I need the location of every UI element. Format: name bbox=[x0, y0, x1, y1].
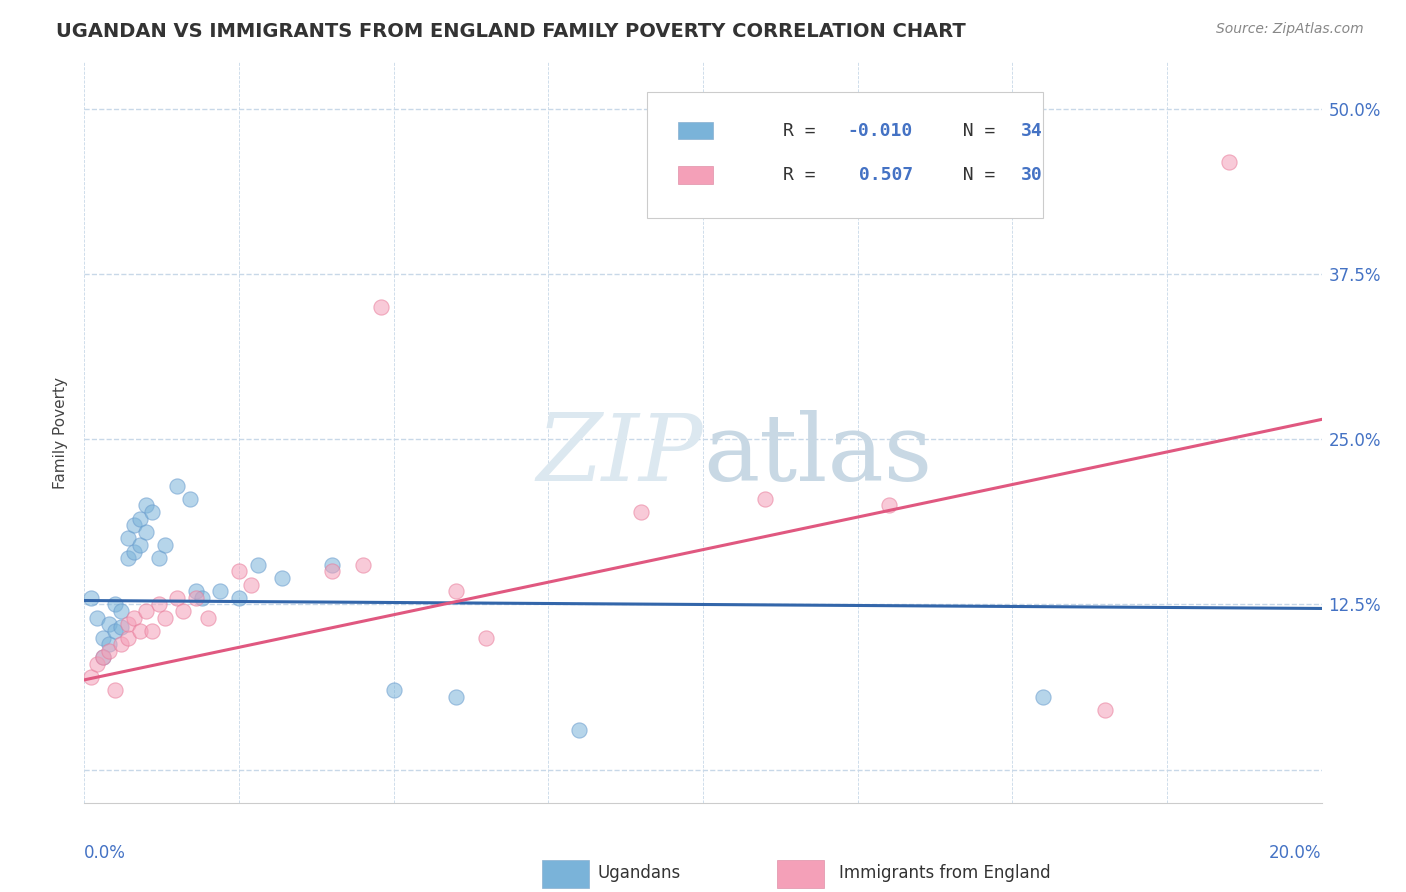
Point bbox=[271, 571, 294, 585]
Point bbox=[117, 532, 139, 546]
Point bbox=[184, 591, 207, 605]
Point bbox=[117, 551, 139, 566]
Point bbox=[86, 657, 108, 671]
Point bbox=[153, 538, 176, 552]
Point bbox=[246, 558, 269, 572]
Point bbox=[382, 683, 405, 698]
Point bbox=[117, 617, 139, 632]
Text: ZIP: ZIP bbox=[536, 409, 703, 500]
Text: atlas: atlas bbox=[703, 409, 932, 500]
Point bbox=[166, 591, 188, 605]
FancyBboxPatch shape bbox=[778, 860, 824, 888]
Point bbox=[104, 683, 127, 698]
FancyBboxPatch shape bbox=[647, 92, 1043, 218]
Y-axis label: Family Poverty: Family Poverty bbox=[53, 376, 69, 489]
Point bbox=[135, 499, 157, 513]
Point bbox=[444, 690, 467, 704]
Point bbox=[148, 551, 170, 566]
Point bbox=[630, 505, 652, 519]
Point bbox=[110, 604, 132, 618]
Text: UGANDAN VS IMMIGRANTS FROM ENGLAND FAMILY POVERTY CORRELATION CHART: UGANDAN VS IMMIGRANTS FROM ENGLAND FAMIL… bbox=[56, 22, 966, 41]
Point bbox=[877, 499, 900, 513]
Point bbox=[141, 624, 163, 638]
Point bbox=[135, 524, 157, 539]
FancyBboxPatch shape bbox=[543, 860, 589, 888]
Point bbox=[79, 670, 101, 684]
Point bbox=[122, 611, 145, 625]
Text: R =: R = bbox=[783, 166, 827, 184]
Point bbox=[117, 631, 139, 645]
Point bbox=[1032, 690, 1054, 704]
Text: Immigrants from England: Immigrants from England bbox=[839, 864, 1050, 882]
Point bbox=[475, 631, 498, 645]
Point bbox=[172, 604, 194, 618]
Point bbox=[122, 544, 145, 558]
Point bbox=[184, 584, 207, 599]
Text: Source: ZipAtlas.com: Source: ZipAtlas.com bbox=[1216, 22, 1364, 37]
Point bbox=[153, 611, 176, 625]
Point bbox=[191, 591, 214, 605]
Point bbox=[91, 631, 114, 645]
Point bbox=[122, 518, 145, 533]
Point bbox=[98, 617, 121, 632]
Point bbox=[129, 511, 152, 525]
Point bbox=[352, 558, 374, 572]
Text: 20.0%: 20.0% bbox=[1270, 844, 1322, 862]
Point bbox=[110, 620, 132, 634]
Text: 30: 30 bbox=[1021, 166, 1043, 184]
Point bbox=[148, 598, 170, 612]
Point bbox=[197, 611, 219, 625]
Text: Ugandans: Ugandans bbox=[598, 864, 681, 882]
Point bbox=[370, 300, 392, 314]
Point bbox=[179, 491, 201, 506]
Point bbox=[79, 591, 101, 605]
Text: 0.0%: 0.0% bbox=[84, 844, 127, 862]
Text: -0.010: -0.010 bbox=[848, 121, 912, 139]
Point bbox=[129, 538, 152, 552]
Point bbox=[209, 584, 232, 599]
Point bbox=[444, 584, 467, 599]
Point bbox=[91, 650, 114, 665]
Point bbox=[86, 611, 108, 625]
Point bbox=[321, 558, 343, 572]
FancyBboxPatch shape bbox=[678, 166, 713, 184]
Text: N =: N = bbox=[941, 121, 1005, 139]
Point bbox=[104, 624, 127, 638]
Text: 0.507: 0.507 bbox=[848, 166, 912, 184]
Point bbox=[754, 491, 776, 506]
Point bbox=[104, 598, 127, 612]
Point bbox=[568, 723, 591, 737]
Point bbox=[91, 650, 114, 665]
Point bbox=[110, 637, 132, 651]
Point bbox=[166, 478, 188, 492]
Point bbox=[98, 637, 121, 651]
FancyBboxPatch shape bbox=[678, 121, 713, 139]
Point bbox=[321, 565, 343, 579]
Text: R =: R = bbox=[783, 121, 827, 139]
Point bbox=[1094, 703, 1116, 717]
Point bbox=[228, 591, 250, 605]
Text: N =: N = bbox=[941, 166, 1005, 184]
Point bbox=[240, 577, 263, 591]
Point bbox=[135, 604, 157, 618]
Point bbox=[141, 505, 163, 519]
Point bbox=[1218, 154, 1240, 169]
Point bbox=[98, 644, 121, 658]
Point bbox=[228, 565, 250, 579]
Point bbox=[129, 624, 152, 638]
Text: 34: 34 bbox=[1021, 121, 1043, 139]
